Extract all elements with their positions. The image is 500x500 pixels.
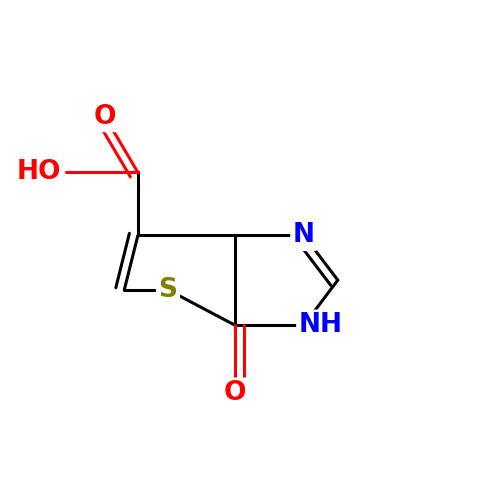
Text: HO: HO [16,160,61,186]
Text: O: O [94,104,116,130]
Text: N: N [293,222,315,248]
Text: O: O [94,104,116,130]
Text: O: O [224,380,246,406]
Text: NH: NH [299,312,343,338]
Text: HO: HO [16,160,61,186]
Text: NH: NH [299,312,343,338]
Text: S: S [158,277,178,303]
Text: O: O [224,380,246,406]
Text: N: N [293,222,315,248]
Text: S: S [158,277,178,303]
